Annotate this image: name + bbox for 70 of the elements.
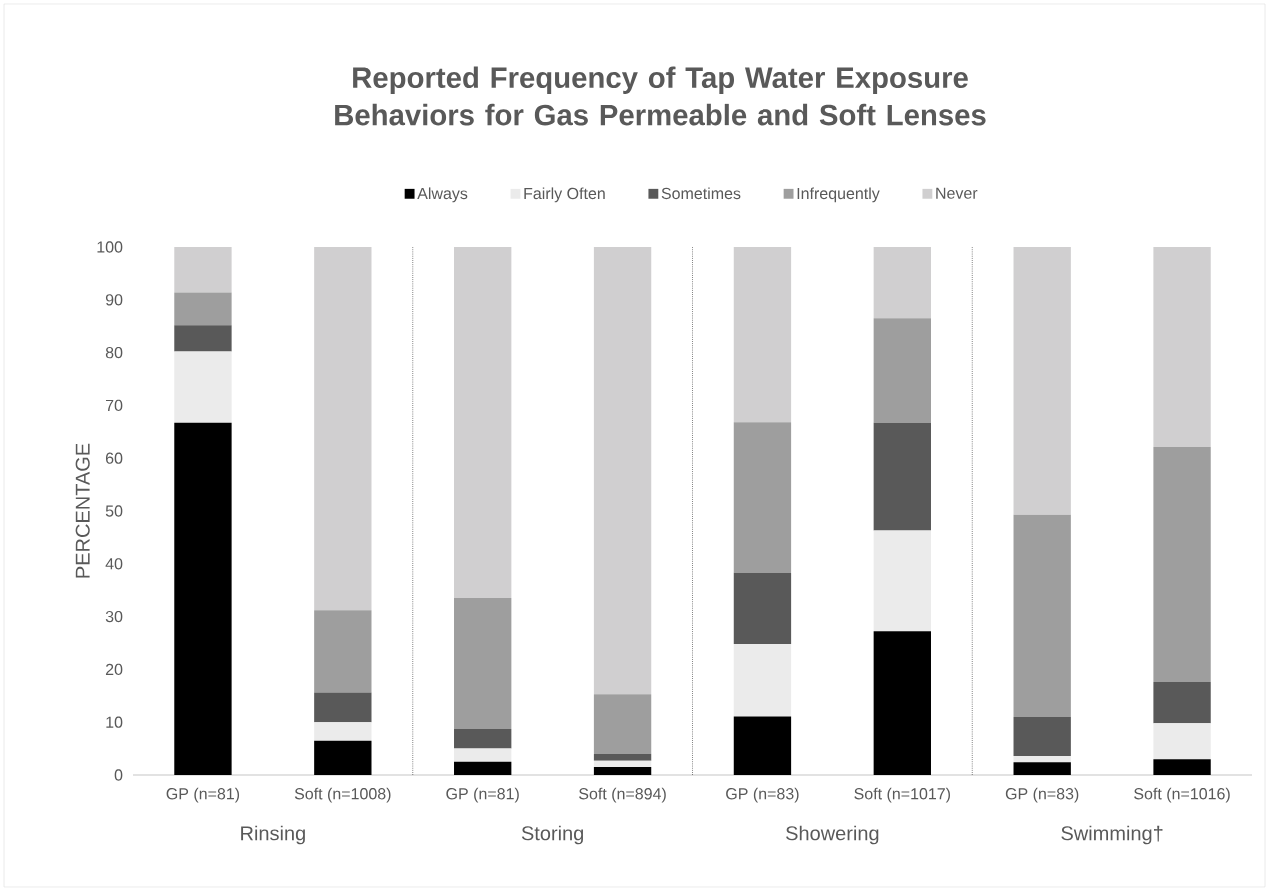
y-tick-label: 70: [105, 399, 123, 412]
y-tick-label: 50: [105, 505, 123, 517]
x-tick-label: Soft (n=1008): [294, 787, 391, 803]
bar: [174, 351, 232, 423]
bar: [174, 422, 232, 775]
y-tick-label: 90: [105, 294, 123, 306]
bar: [174, 325, 232, 352]
legend-label: Sometimes: [661, 187, 741, 200]
bar: [1013, 755, 1071, 763]
y-tick-label: 80: [105, 346, 123, 359]
bar: [733, 716, 792, 775]
bar: [454, 761, 512, 775]
legend-label: Always: [417, 187, 468, 203]
bar: [733, 572, 792, 645]
bar: [733, 246, 792, 423]
bar: [1153, 759, 1211, 775]
bar: [593, 760, 652, 768]
x-tick-label: Soft (n=1016): [1134, 787, 1230, 803]
text: Swimming†: [1061, 825, 1163, 845]
y-tick-label: 100: [97, 241, 123, 253]
bar: [593, 694, 652, 754]
bar: [1153, 682, 1211, 724]
chart-title: Reported Frequency of Tap Water Exposure Behaviors for Gas Permeable and Soft Lenses: [335, 66, 986, 126]
bar: [174, 292, 232, 326]
bar: [1013, 514, 1071, 717]
x-tick-label: GP (n=83): [726, 787, 799, 803]
bar: [873, 246, 931, 319]
bar: [174, 246, 232, 293]
bar: [1153, 447, 1211, 683]
y-tick-label: 10: [106, 716, 123, 728]
legend-label: Fairly Often: [524, 187, 605, 203]
y-axis-title: PERCENTAGE: [75, 443, 90, 578]
bar: [873, 318, 931, 423]
bar: [733, 422, 792, 573]
bar: [733, 644, 792, 717]
y-tick-label: 40: [105, 558, 123, 570]
bar: [314, 722, 372, 741]
bar: [873, 530, 931, 632]
bar: [314, 246, 372, 611]
text: Rinsing: [241, 825, 305, 845]
x-tick-label: GP (n=83): [1005, 787, 1079, 803]
bar: [454, 598, 512, 730]
bar: [454, 748, 512, 762]
bar: [593, 767, 652, 775]
bar: [873, 631, 931, 775]
bar: [593, 753, 652, 761]
y-tick-label: 0: [114, 769, 123, 781]
x-tick-label: Soft (n=894): [579, 787, 666, 803]
bar: [314, 740, 372, 775]
bar: [454, 246, 512, 599]
bar: [454, 729, 512, 749]
bar: [314, 692, 372, 723]
bar: [1153, 246, 1211, 448]
y-tick-label: 20: [105, 663, 123, 676]
legend-label: Infrequently: [797, 187, 880, 203]
text: Storing: [521, 825, 584, 845]
bar: [593, 246, 652, 695]
bar: [1013, 716, 1071, 756]
x-tick-label: GP (n=81): [446, 787, 519, 803]
bar: [1153, 723, 1211, 760]
y-tick-label: 60: [105, 452, 123, 464]
x-tick-label: GP (n=81): [166, 787, 240, 803]
text: Showering: [786, 825, 879, 845]
y-tick-label: 30: [105, 610, 123, 623]
bar: [314, 610, 372, 693]
bar: [873, 422, 931, 531]
bar: [1013, 246, 1071, 515]
bar: [1013, 762, 1071, 775]
x-tick-label: Soft (n=1017): [854, 787, 950, 803]
legend-label: Never: [936, 187, 978, 199]
